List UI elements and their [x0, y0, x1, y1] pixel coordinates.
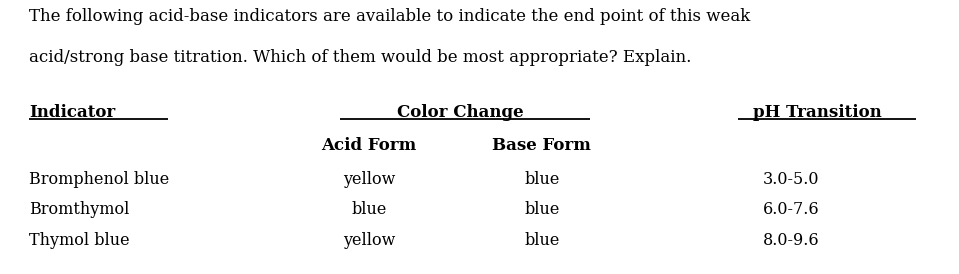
- Text: Base Form: Base Form: [492, 137, 592, 154]
- Text: Color Change: Color Change: [397, 104, 524, 121]
- Text: 8.0-9.6: 8.0-9.6: [762, 232, 819, 249]
- Text: pH Transition: pH Transition: [753, 104, 881, 121]
- Text: Bromphenol blue: Bromphenol blue: [29, 171, 169, 188]
- Text: Bromthymol: Bromthymol: [29, 201, 129, 218]
- Text: blue: blue: [352, 201, 386, 218]
- Text: acid/strong base titration. Which of them would be most appropriate? Explain.: acid/strong base titration. Which of the…: [29, 49, 691, 66]
- Text: Indicator: Indicator: [29, 104, 115, 121]
- Text: Acid Form: Acid Form: [321, 137, 417, 154]
- Text: blue: blue: [525, 171, 559, 188]
- Text: blue: blue: [525, 232, 559, 249]
- Text: 3.0-5.0: 3.0-5.0: [762, 171, 819, 188]
- Text: yellow: yellow: [343, 232, 395, 249]
- Text: yellow: yellow: [343, 171, 395, 188]
- Text: The following acid-base indicators are available to indicate the end point of th: The following acid-base indicators are a…: [29, 8, 750, 25]
- Text: Thymol blue: Thymol blue: [29, 232, 129, 249]
- Text: blue: blue: [525, 201, 559, 218]
- Text: 6.0-7.6: 6.0-7.6: [762, 201, 819, 218]
